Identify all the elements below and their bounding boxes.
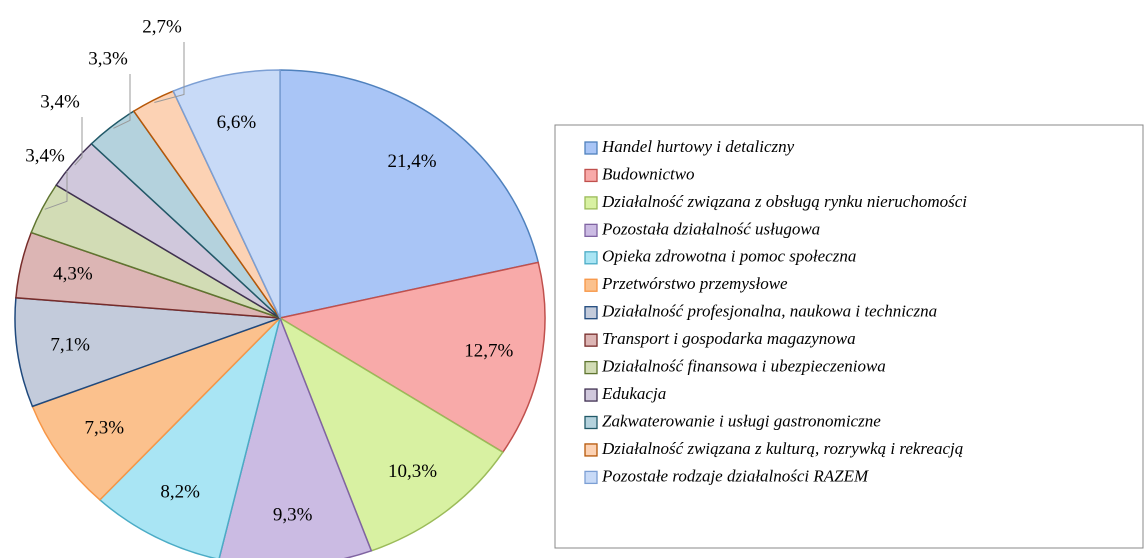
data-label: 12,7% bbox=[464, 340, 513, 361]
legend-swatch bbox=[584, 415, 598, 430]
legend-label: Działalność związana z obsługą rynku nie… bbox=[601, 192, 967, 211]
leader-line bbox=[44, 171, 68, 210]
legend-label: Opieka zdrowotna i pomoc społeczna bbox=[602, 247, 856, 266]
data-label: 3,4% bbox=[40, 91, 80, 112]
legend-label: Edukacja bbox=[601, 384, 666, 403]
pie-slice bbox=[14, 296, 281, 408]
data-label: 6,6% bbox=[217, 112, 257, 133]
legend-box bbox=[554, 124, 1144, 549]
data-label: 3,3% bbox=[88, 48, 128, 69]
legend-swatch bbox=[584, 278, 598, 292]
legend-swatch bbox=[584, 306, 598, 320]
data-label: 4,3% bbox=[53, 264, 93, 285]
pie-slice bbox=[278, 316, 504, 552]
legend-swatch bbox=[584, 141, 598, 155]
legend-swatch bbox=[584, 223, 598, 238]
legend-label: Transport i gospodarka magazynowa bbox=[602, 329, 856, 348]
legend-swatch bbox=[584, 470, 598, 485]
data-label: 9,3% bbox=[273, 504, 313, 525]
legend-label: Pozostała działalność usługowa bbox=[601, 219, 820, 238]
legend-swatch bbox=[584, 388, 598, 402]
pie-slice bbox=[172, 69, 281, 319]
legend-label: Działalność finansowa i ubezpieczeniowa bbox=[601, 357, 886, 376]
data-label: 2,7% bbox=[142, 16, 182, 37]
legend-label: Zakwaterowanie i usługi gastronomiczne bbox=[602, 411, 881, 430]
legend-swatch bbox=[584, 168, 598, 183]
pie-slice bbox=[279, 69, 540, 319]
pie-slice bbox=[277, 261, 546, 454]
legend-label: Działalność związana z kulturą, rozrywką… bbox=[601, 439, 963, 458]
legend-swatch bbox=[584, 443, 598, 457]
legend-label: Budownictwo bbox=[602, 164, 695, 183]
pie-slice bbox=[31, 317, 281, 501]
leader-line bbox=[154, 42, 185, 103]
legend-swatch bbox=[584, 196, 598, 210]
data-label: 3,4% bbox=[25, 145, 65, 166]
legend-label: Przetwórstwo przemysłowe bbox=[601, 274, 788, 293]
leader-line bbox=[113, 74, 131, 129]
legend-label: Działalność profesjonalna, naukowa i tec… bbox=[601, 302, 937, 321]
pie-slice bbox=[218, 315, 373, 558]
data-label: 21,4% bbox=[387, 151, 436, 172]
data-label: 10,3% bbox=[388, 461, 437, 482]
legend-swatch bbox=[584, 251, 598, 265]
legend-swatch bbox=[584, 333, 598, 347]
legend-label: Pozostałe rodzaje działalności RAZEM bbox=[601, 466, 869, 485]
leader-line bbox=[74, 117, 83, 166]
data-label: 7,1% bbox=[50, 334, 90, 355]
data-label: 8,2% bbox=[160, 481, 200, 502]
data-label: 7,3% bbox=[84, 417, 124, 438]
legend-swatch bbox=[584, 360, 598, 375]
legend-label: Handel hurtowy i detaliczny bbox=[601, 137, 795, 156]
